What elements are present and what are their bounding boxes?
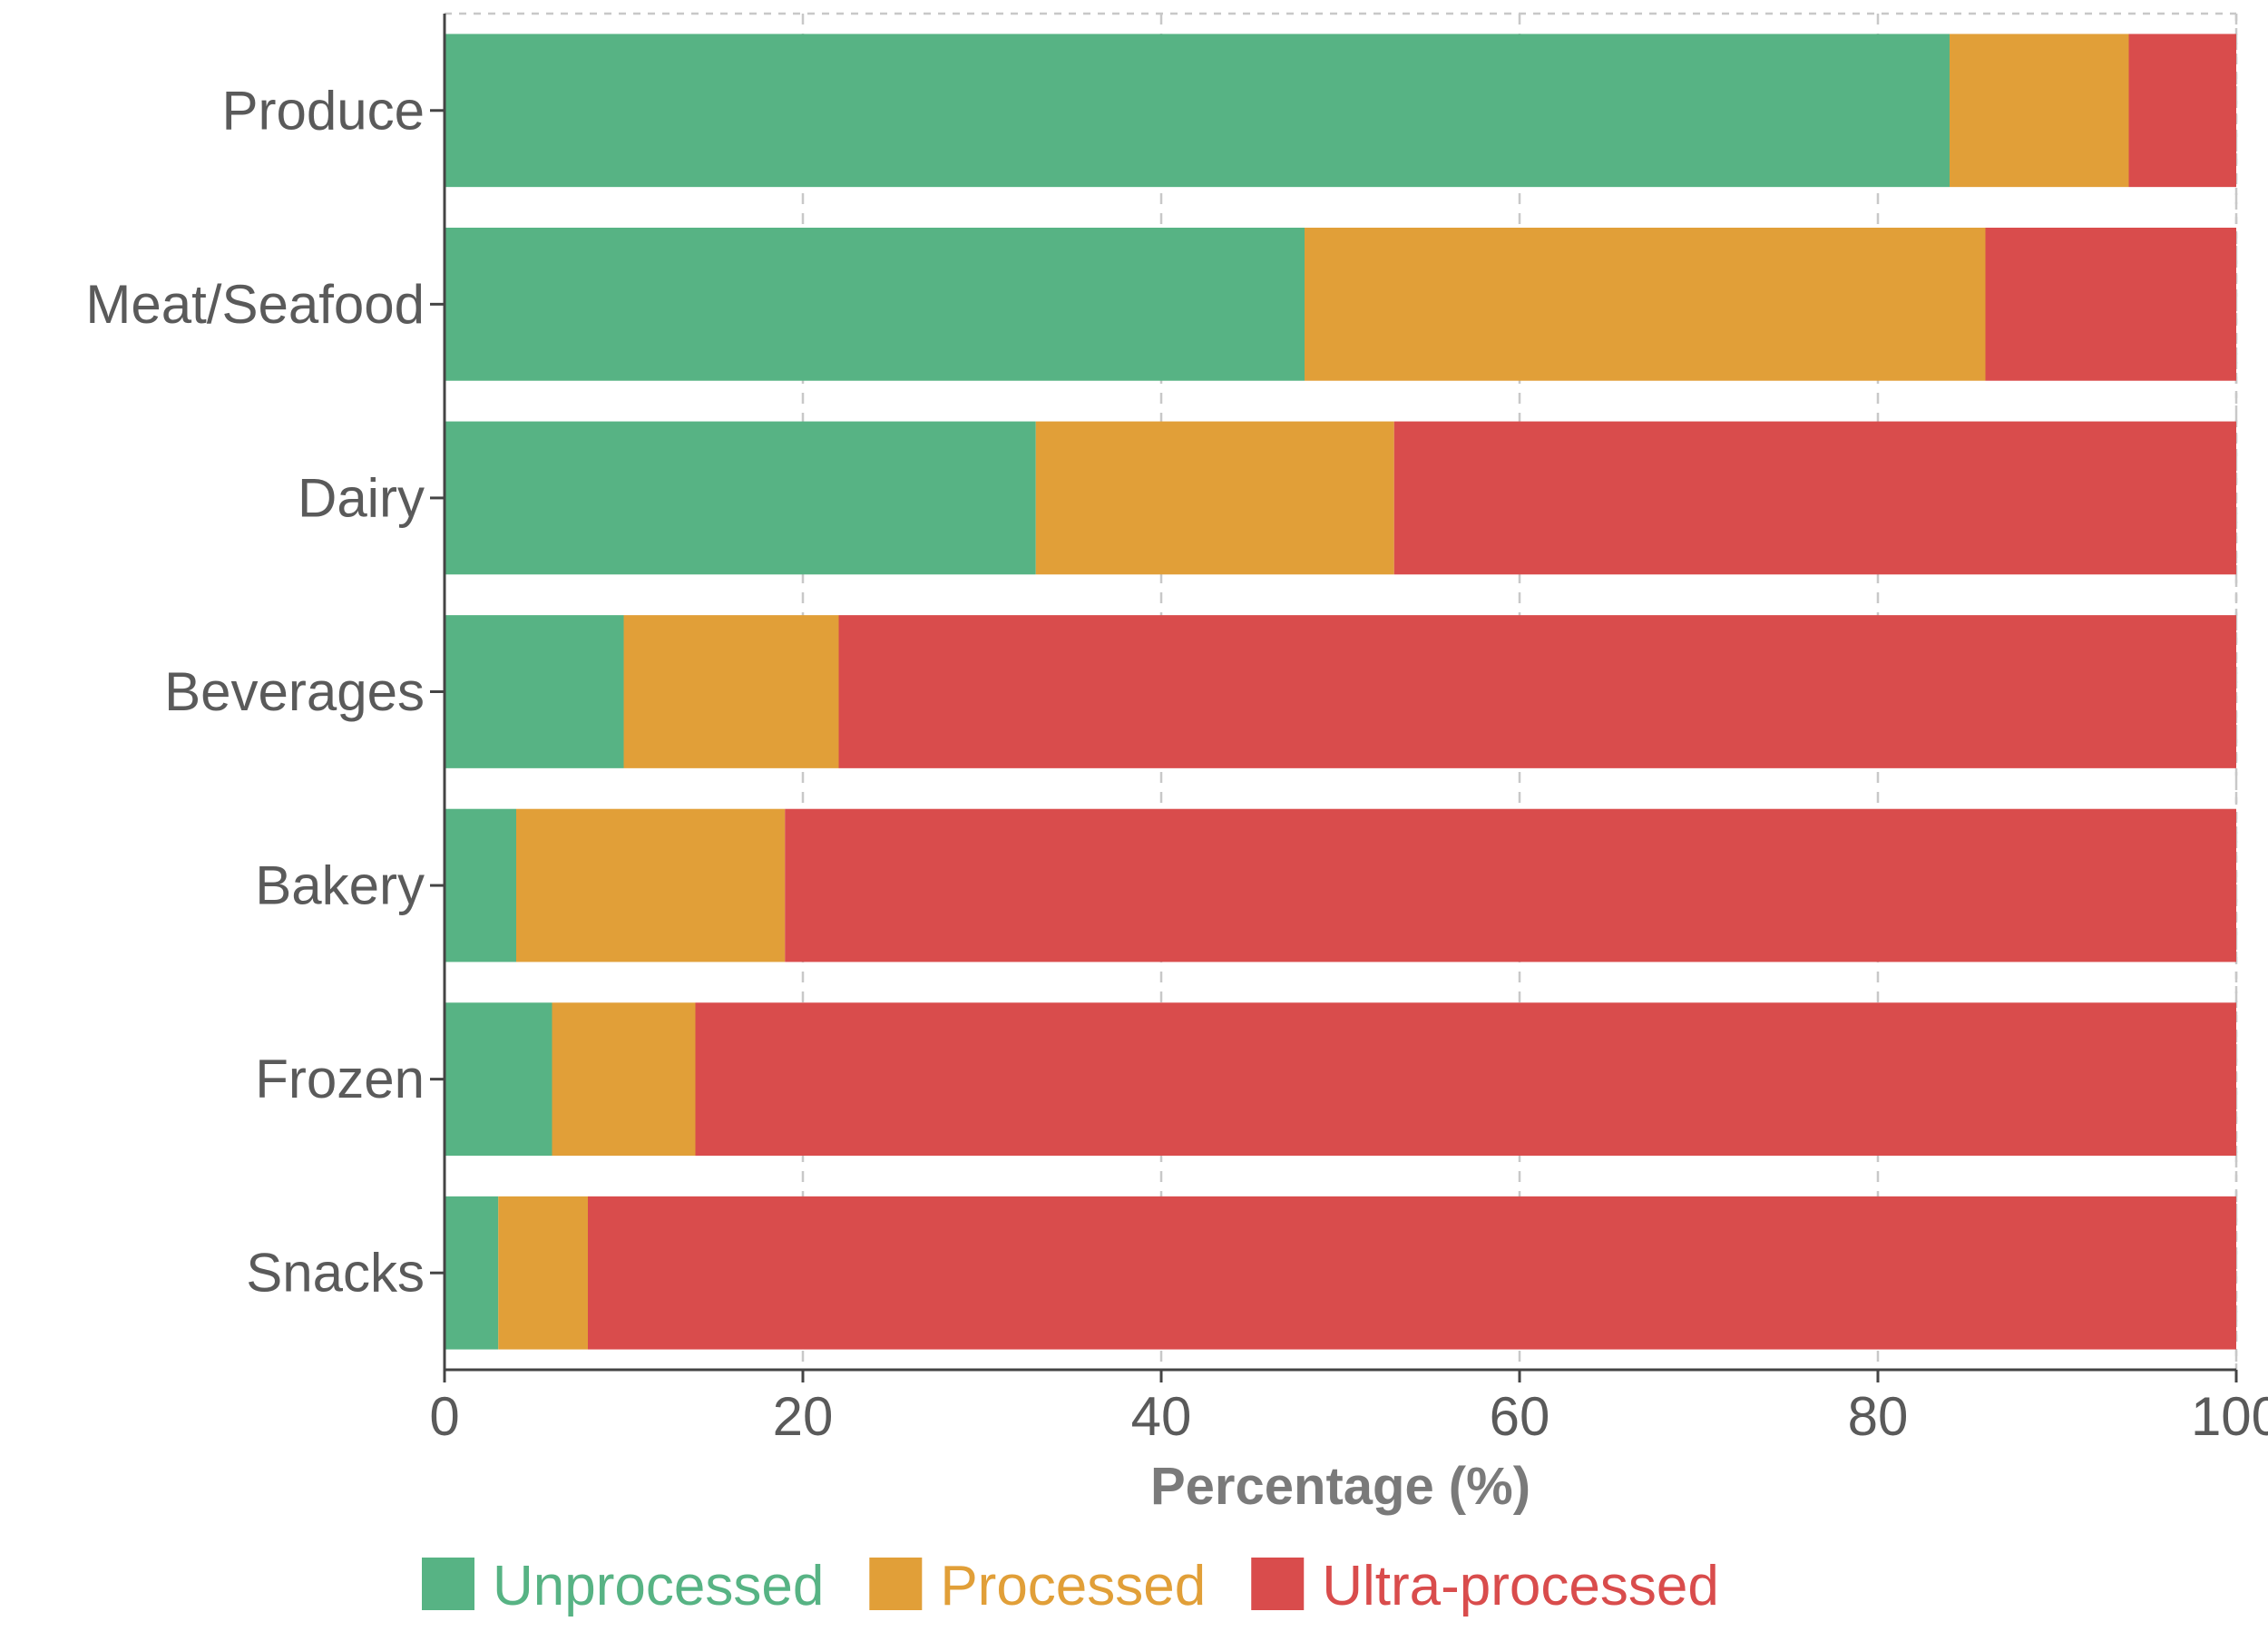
y-tick-label: Snacks <box>246 1243 425 1304</box>
x-tick-label: 60 <box>1490 1386 1550 1447</box>
bar-dairy-ultra-processed <box>1393 421 2236 575</box>
bar-dairy-unprocessed <box>445 421 1036 575</box>
y-tick-label: Bakery <box>255 855 425 916</box>
legend-swatch-ultra-processed <box>1251 1558 1305 1610</box>
legend-label-processed: Processed <box>940 1555 1206 1617</box>
x-tick-labels: 0 20 40 60 80 100 <box>429 1386 2268 1447</box>
bars <box>445 34 2236 1350</box>
y-tick-label: Meat/Seafood <box>85 274 425 335</box>
x-tick-label: 40 <box>1131 1386 1192 1447</box>
bar-frozen-unprocessed <box>445 1002 552 1157</box>
bar-dairy-processed <box>1035 421 1394 575</box>
bar-produce-processed <box>1950 34 2129 188</box>
legend-swatch-unprocessed <box>422 1558 474 1610</box>
bar-bakery-ultra-processed <box>785 808 2236 962</box>
bar-meat-seafood-processed <box>1305 227 1986 381</box>
bar-bakery-unprocessed <box>445 808 516 962</box>
y-tick-labels: Produce Meat/Seafood Dairy Beverages Bakery F… <box>85 80 425 1303</box>
bar-frozen-ultra-processed <box>695 1002 2236 1157</box>
y-tick-label: Dairy <box>298 467 425 528</box>
bar-meat-seafood-unprocessed <box>445 227 1305 381</box>
bar-snacks-ultra-processed <box>588 1196 2236 1350</box>
bar-produce-ultra-processed <box>2128 34 2236 188</box>
y-tick-label: Beverages <box>164 661 425 722</box>
x-axis-title: Percentage (%) <box>1150 1457 1530 1516</box>
x-tick-label: 80 <box>1848 1386 1909 1447</box>
y-tick-label: Produce <box>222 80 425 141</box>
legend: Unprocessed Processed Ultra-processed <box>422 1555 1719 1617</box>
bar-beverages-processed <box>623 615 839 768</box>
bar-produce-unprocessed <box>445 34 1950 188</box>
legend-label-unprocessed: Unprocessed <box>493 1555 824 1617</box>
x-tick-label: 100 <box>2191 1386 2268 1447</box>
bar-meat-seafood-ultra-processed <box>1985 227 2236 381</box>
y-tick-label: Frozen <box>255 1049 425 1109</box>
axes <box>430 14 2238 1382</box>
bar-snacks-processed <box>498 1196 588 1350</box>
bar-beverages-ultra-processed <box>838 615 2236 768</box>
legend-label-ultra-processed: Ultra-processed <box>1322 1555 1719 1617</box>
bar-beverages-unprocessed <box>445 615 624 768</box>
bar-snacks-unprocessed <box>445 1196 499 1350</box>
x-tick-label: 20 <box>773 1386 834 1447</box>
x-tick-label: 0 <box>429 1386 459 1447</box>
legend-swatch-processed <box>869 1558 923 1610</box>
bar-bakery-processed <box>516 808 786 962</box>
bar-frozen-processed <box>552 1002 696 1157</box>
